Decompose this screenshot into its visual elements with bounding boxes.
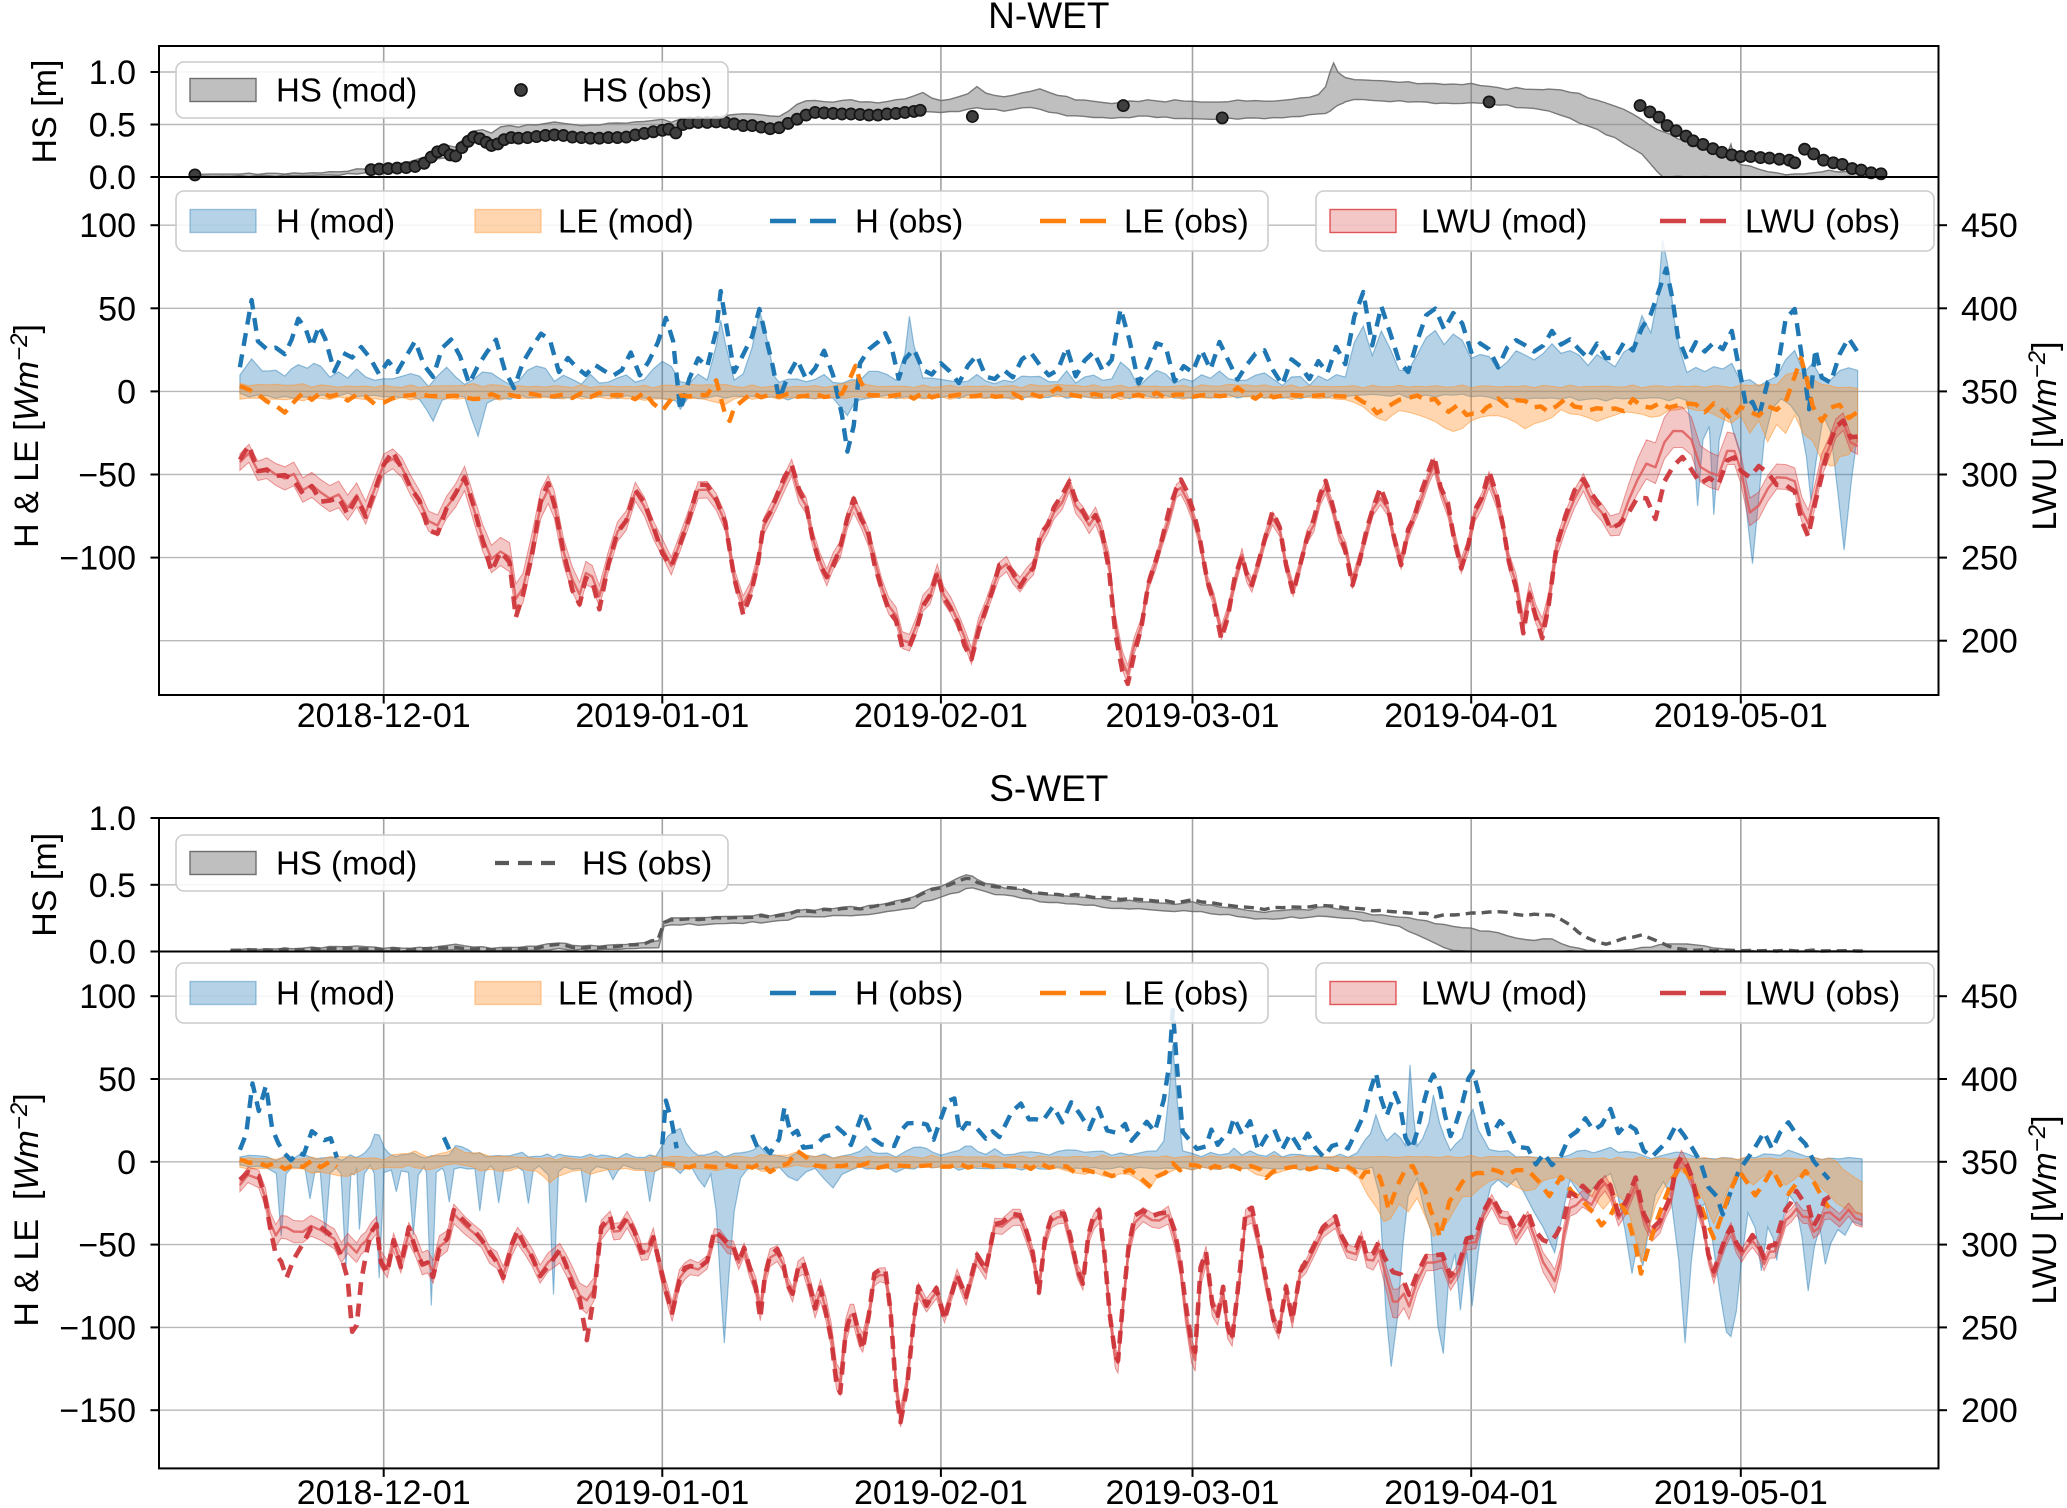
- svg-text:350: 350: [1961, 373, 2018, 411]
- svg-text:HS (obs): HS (obs): [582, 845, 712, 882]
- svg-text:2019-04-01: 2019-04-01: [1384, 1474, 1558, 1508]
- svg-text:−100: −100: [59, 540, 136, 578]
- svg-text:2019-05-01: 2019-05-01: [1654, 1474, 1828, 1508]
- svg-text:N-WET: N-WET: [988, 0, 1109, 36]
- svg-text:−50: −50: [78, 1227, 136, 1265]
- svg-text:−150: −150: [59, 1392, 136, 1430]
- svg-text:LWU (obs): LWU (obs): [1745, 975, 1900, 1012]
- svg-text:0.5: 0.5: [89, 107, 136, 145]
- svg-text:H (mod): H (mod): [276, 975, 395, 1012]
- svg-text:200: 200: [1961, 623, 2018, 661]
- svg-text:2019-02-01: 2019-02-01: [854, 697, 1028, 735]
- svg-text:300: 300: [1961, 1227, 2018, 1265]
- svg-text:HS [m]: HS [m]: [26, 60, 64, 164]
- svg-text:S-WET: S-WET: [989, 768, 1108, 809]
- svg-text:2019-01-01: 2019-01-01: [575, 697, 749, 735]
- svg-text:LE (mod): LE (mod): [558, 975, 694, 1012]
- svg-text:−100: −100: [59, 1309, 136, 1347]
- svg-text:0.5: 0.5: [89, 867, 136, 905]
- svg-text:250: 250: [1961, 540, 2018, 578]
- svg-text:2019-02-01: 2019-02-01: [854, 1474, 1028, 1508]
- svg-text:H (obs): H (obs): [855, 203, 963, 240]
- svg-text:LE (obs): LE (obs): [1124, 975, 1249, 1012]
- svg-text:0.0: 0.0: [89, 934, 136, 972]
- svg-text:H & LE [Wm−2]: H & LE [Wm−2]: [6, 1093, 46, 1326]
- svg-text:HS (obs): HS (obs): [582, 72, 712, 109]
- svg-text:LWU (mod): LWU (mod): [1421, 203, 1587, 240]
- svg-text:400: 400: [1961, 290, 2018, 328]
- svg-text:100: 100: [79, 978, 136, 1016]
- svg-text:LE (mod): LE (mod): [558, 203, 694, 240]
- svg-text:HS (mod): HS (mod): [276, 845, 417, 882]
- svg-text:0: 0: [117, 373, 136, 411]
- svg-text:250: 250: [1961, 1309, 2018, 1347]
- svg-text:2019-04-01: 2019-04-01: [1384, 697, 1558, 735]
- svg-text:450: 450: [1961, 207, 2018, 245]
- svg-text:400: 400: [1961, 1061, 2018, 1099]
- svg-text:450: 450: [1961, 978, 2018, 1016]
- svg-text:−50: −50: [78, 457, 136, 495]
- svg-text:HS [m]: HS [m]: [26, 833, 64, 937]
- svg-text:50: 50: [98, 1061, 136, 1099]
- svg-text:LWU (obs): LWU (obs): [1745, 203, 1900, 240]
- svg-text:350: 350: [1961, 1144, 2018, 1182]
- svg-text:LWU (mod): LWU (mod): [1421, 975, 1587, 1012]
- svg-text:300: 300: [1961, 457, 2018, 495]
- svg-text:2018-12-01: 2018-12-01: [297, 1474, 471, 1508]
- svg-text:1.0: 1.0: [89, 54, 136, 92]
- svg-text:50: 50: [98, 290, 136, 328]
- svg-text:LE (obs): LE (obs): [1124, 203, 1249, 240]
- svg-text:2019-01-01: 2019-01-01: [575, 1474, 749, 1508]
- svg-text:2019-05-01: 2019-05-01: [1654, 697, 1828, 735]
- svg-text:HS (mod): HS (mod): [276, 72, 417, 109]
- svg-text:H & LE [Wm−2]: H & LE [Wm−2]: [6, 324, 46, 548]
- svg-text:H (obs): H (obs): [855, 975, 963, 1012]
- svg-text:200: 200: [1961, 1392, 2018, 1430]
- svg-text:2018-12-01: 2018-12-01: [297, 697, 471, 735]
- svg-text:100: 100: [79, 207, 136, 245]
- svg-text:0.0: 0.0: [89, 159, 136, 197]
- svg-text:H (mod): H (mod): [276, 203, 395, 240]
- svg-text:0: 0: [117, 1144, 136, 1182]
- svg-text:2019-03-01: 2019-03-01: [1106, 697, 1280, 735]
- svg-text:2019-03-01: 2019-03-01: [1106, 1474, 1280, 1508]
- svg-text:1.0: 1.0: [89, 800, 136, 838]
